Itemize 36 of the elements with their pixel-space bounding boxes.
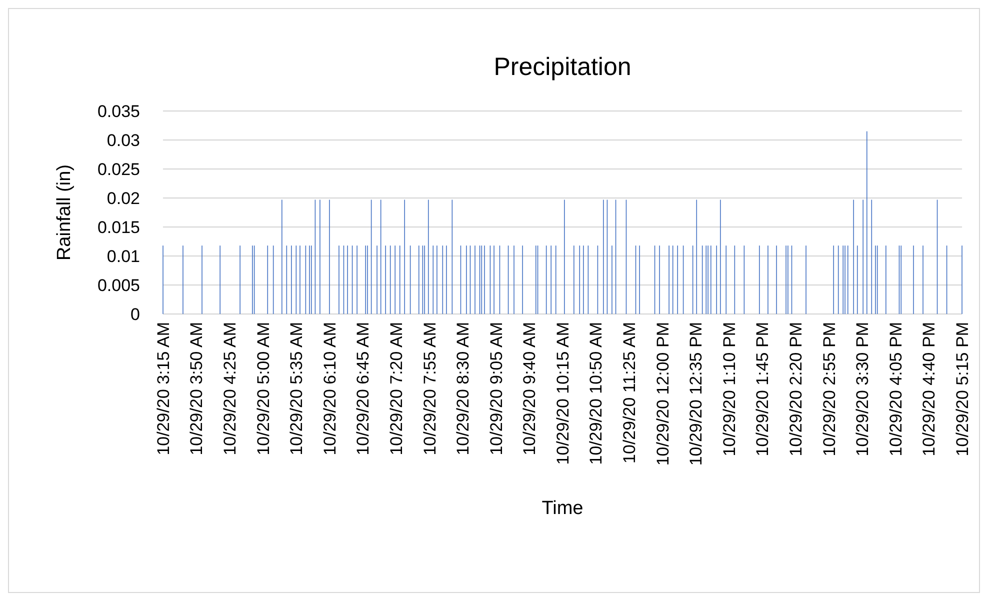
y-tick-label: 0.015 — [97, 218, 140, 237]
x-tick-label: 10/29/20 7:20 AM — [386, 322, 406, 456]
x-tick-label: 10/29/20 6:45 AM — [354, 322, 373, 456]
x-tick-label: 10/29/20 3:50 AM — [187, 322, 206, 456]
y-tick-label: 0.005 — [97, 276, 140, 295]
x-tick-label: 10/29/20 5:15 PM — [952, 322, 972, 456]
x-tick-label: 10/29/20 3:30 PM — [853, 322, 872, 456]
x-tick-label: 10/29/20 4:40 PM — [920, 322, 939, 456]
x-tick-label: 10/29/20 8:30 AM — [454, 322, 473, 456]
x-tick-label: 10/29/20 9:40 AM — [520, 322, 540, 456]
x-tick-label: 10/29/20 10:15 AM — [553, 322, 572, 465]
x-axis-title: Time — [542, 498, 584, 519]
x-tick-label: 10/29/20 1:10 PM — [720, 322, 739, 456]
x-tick-label: 10/29/20 5:35 AM — [287, 322, 306, 456]
x-tick-label: 10/29/20 1:45 PM — [753, 322, 772, 456]
x-tick-label: 10/29/20 4:05 PM — [886, 322, 906, 456]
x-tick-label: 10/29/20 12:00 PM — [653, 322, 672, 466]
x-tick-label: 10/29/20 11:25 AM — [620, 322, 640, 464]
x-tick-label: 10/29/20 10:50 AM — [586, 322, 606, 465]
x-tick-label: 10/29/20 2:55 PM — [820, 322, 839, 456]
x-tick-label: 10/29/20 12:35 PM — [686, 322, 706, 466]
x-tick-label: 10/29/20 7:55 AM — [420, 322, 440, 456]
y-tick-label: 0 — [130, 304, 140, 324]
y-tick-label: 0.025 — [97, 160, 140, 179]
y-axis-title: Rainfall (in) — [54, 164, 75, 261]
x-tick-label: 10/29/20 3:15 AM — [154, 322, 173, 456]
x-tick-label: 10/29/20 9:05 AM — [486, 322, 506, 456]
y-tick-label: 0.02 — [106, 188, 140, 208]
x-tick-label: 10/29/20 5:00 AM — [254, 322, 273, 456]
x-tick-label: 10/29/20 2:20 PM — [786, 322, 806, 456]
chart-title: Precipitation — [494, 53, 632, 81]
x-tick-label: 10/29/20 6:10 AM — [320, 322, 340, 456]
x-tick-label: 10/29/20 4:25 AM — [220, 322, 240, 456]
y-tick-label: 0.035 — [97, 102, 140, 121]
y-tick-label: 0.03 — [106, 130, 140, 150]
y-tick-label: 0.01 — [106, 246, 140, 266]
